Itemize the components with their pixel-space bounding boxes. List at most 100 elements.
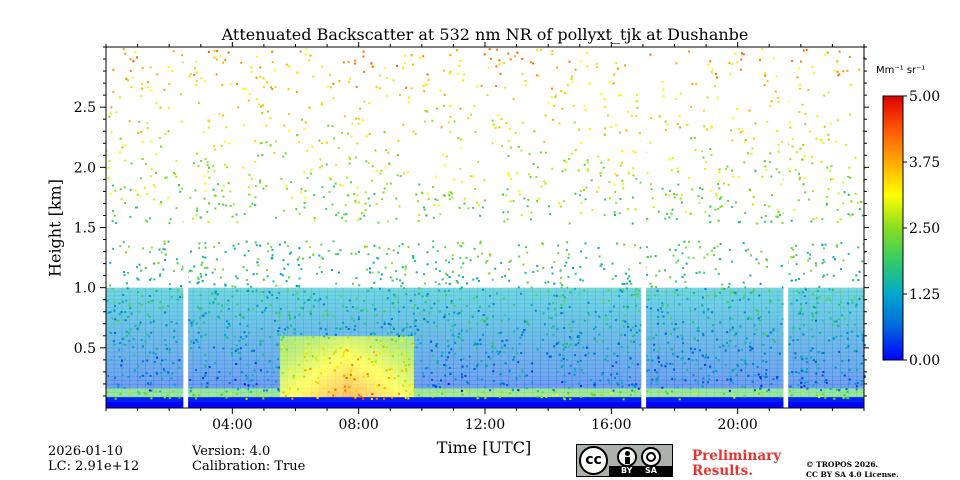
heatmap-cell — [713, 339, 723, 345]
backscatter-point — [343, 374, 346, 377]
backscatter-point — [251, 290, 254, 293]
heatmap-cell — [421, 367, 431, 373]
heatmap-cell — [256, 295, 265, 301]
backscatter-point — [190, 340, 193, 343]
heatmap-cell — [635, 359, 644, 365]
backscatter-point — [351, 317, 354, 320]
heatmap-cell — [556, 383, 565, 389]
heatmap-cell — [587, 371, 596, 377]
heatmap-cell — [658, 375, 668, 381]
backscatter-point — [651, 378, 654, 381]
heatmap-cell — [516, 327, 525, 333]
heatmap-cell — [682, 347, 691, 353]
heatmap-cell — [769, 303, 778, 309]
heatmap-cell — [674, 355, 683, 361]
backscatter-point — [790, 219, 793, 222]
heatmap-cell — [840, 307, 849, 313]
heatmap-cell — [169, 387, 178, 393]
heatmap-cell — [603, 323, 612, 329]
heatmap-cell — [477, 387, 486, 393]
backscatter-point — [497, 332, 500, 335]
heatmap-cell — [524, 299, 533, 305]
heatmap-cell — [327, 351, 336, 357]
backscatter-point — [662, 88, 665, 91]
heatmap-cell — [500, 295, 510, 301]
heatmap-cell — [721, 383, 731, 389]
backscatter-point — [414, 133, 417, 136]
backscatter-point — [763, 204, 766, 206]
backscatter-point — [821, 218, 824, 221]
backscatter-point — [402, 357, 405, 360]
heatmap-cell — [745, 383, 754, 389]
heatmap-cell — [153, 339, 162, 345]
backscatter-point — [111, 220, 114, 223]
heatmap-cell — [500, 291, 510, 297]
backscatter-point — [536, 166, 539, 169]
heatmap-cell — [295, 355, 304, 361]
backscatter-point — [432, 216, 435, 219]
backscatter-point — [436, 199, 439, 202]
heatmap-cell — [398, 339, 407, 345]
heatmap-cell — [437, 387, 446, 393]
backscatter-point — [478, 280, 480, 282]
heatmap-cell — [785, 355, 794, 361]
heatmap-cell — [184, 319, 194, 325]
heatmap-cell — [263, 359, 273, 365]
heatmap-cell — [137, 295, 146, 301]
heatmap-cell — [556, 291, 565, 297]
heatmap-cell — [200, 303, 210, 309]
heatmap-cell — [398, 291, 407, 297]
heatmap-cell — [500, 355, 510, 361]
heatmap-cell — [556, 319, 565, 325]
backscatter-point — [804, 155, 807, 158]
heatmap-cell — [785, 327, 794, 333]
heatmap-cell — [445, 327, 454, 333]
backscatter-point — [543, 180, 546, 183]
backscatter-point — [332, 394, 335, 397]
chart-title: Attenuated Backscatter at 532 nm NR of p… — [221, 25, 749, 44]
backscatter-point — [170, 377, 173, 380]
heatmap-cell — [737, 311, 746, 317]
heatmap-cell — [374, 371, 383, 377]
heatmap-cell — [532, 367, 541, 373]
heatmap-cell — [492, 323, 502, 329]
heatmap-cell — [595, 291, 604, 297]
backscatter-point — [147, 301, 150, 304]
heatmap-cell — [192, 387, 202, 393]
backscatter-point — [674, 280, 677, 283]
heatmap-cell — [113, 311, 123, 317]
heatmap-cell — [145, 343, 154, 349]
heatmap-cell — [184, 303, 194, 309]
backscatter-point — [345, 352, 348, 355]
heatmap-cell — [437, 347, 446, 353]
heatmap-cell — [437, 359, 446, 365]
backscatter-point — [306, 346, 308, 348]
backscatter-point — [266, 269, 268, 272]
backscatter-point — [225, 390, 228, 393]
heatmap-cell — [737, 295, 746, 301]
heatmap-cell — [540, 331, 549, 337]
backscatter-point — [788, 343, 791, 346]
backscatter-point — [615, 361, 618, 364]
heatmap-cell — [729, 335, 739, 341]
backscatter-point — [367, 375, 370, 378]
heatmap-cell — [548, 303, 557, 309]
heatmap-cell — [556, 287, 565, 293]
heatmap-cell — [611, 331, 620, 337]
heatmap-cell — [548, 379, 557, 385]
backscatter-point — [684, 281, 687, 283]
heatmap-cell — [453, 379, 462, 385]
backscatter-point — [800, 367, 803, 370]
heatmap-cell — [311, 287, 320, 293]
heatmap-cell — [208, 307, 217, 313]
backscatter-point — [349, 157, 352, 160]
heatmap-cell — [485, 315, 494, 321]
heatmap-cell — [437, 299, 446, 305]
backscatter-point — [257, 264, 260, 267]
backscatter-point — [113, 300, 116, 303]
heatmap-cell — [382, 391, 391, 397]
heatmap-cell — [532, 295, 541, 301]
heatmap-cell — [848, 311, 857, 317]
backscatter-point — [362, 398, 365, 401]
heatmap-cell — [366, 327, 375, 333]
